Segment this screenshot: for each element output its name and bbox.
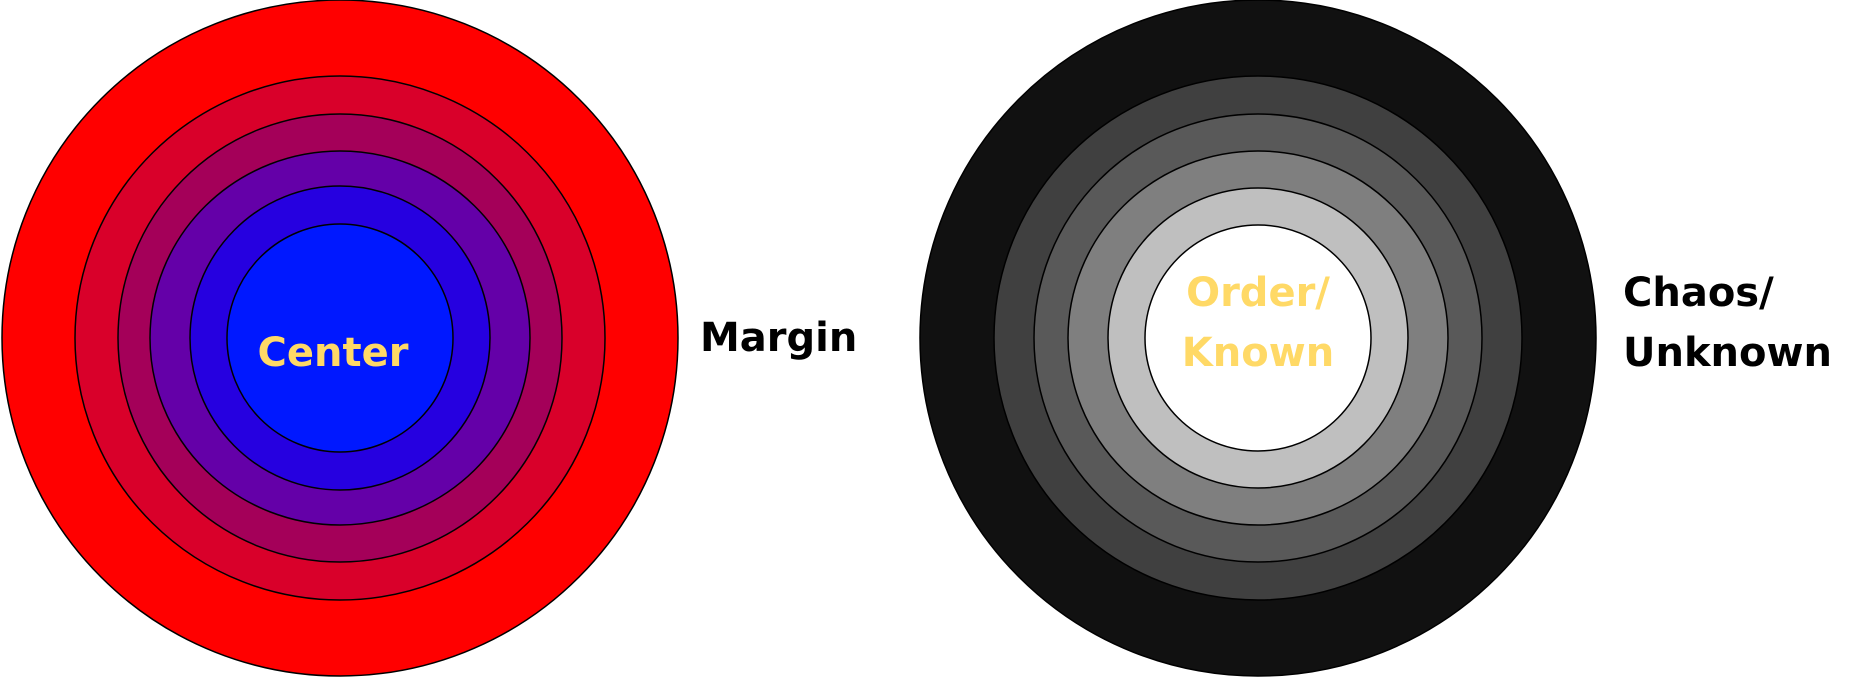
- margin-label: Margin: [700, 315, 857, 361]
- center-label-line-1: Order/: [1186, 270, 1330, 316]
- side-label-line-2: Unknown: [1623, 330, 1832, 376]
- ring-group: [1, 0, 679, 677]
- center-label-line-1: Center: [258, 330, 409, 376]
- side-label-line-1: Chaos/: [1623, 270, 1774, 316]
- ring-6: [1144, 224, 1372, 452]
- center-label-line-2: Known: [1182, 330, 1334, 376]
- grayscale-target-diagram: Order/Known Chaos/Unknown: [919, 0, 1832, 677]
- ring-6: [226, 223, 454, 453]
- side-label-line-1: Margin: [700, 315, 857, 361]
- color-target-diagram: Center Margin: [1, 0, 857, 677]
- chaos-unknown-label: Chaos/Unknown: [1623, 270, 1832, 376]
- order-known-label: Order/Known: [1182, 270, 1334, 376]
- ring-group: [919, 0, 1597, 677]
- center-label: Center: [258, 330, 409, 376]
